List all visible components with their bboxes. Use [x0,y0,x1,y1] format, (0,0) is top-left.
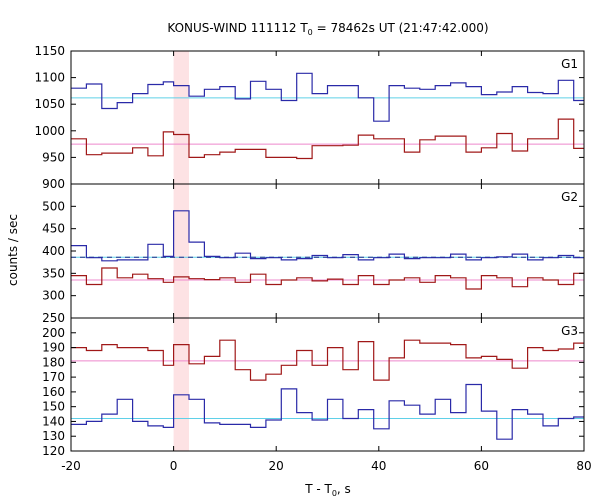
y-tick-label: 1100 [34,71,65,85]
y-tick-label: 190 [42,341,65,355]
panel-frame-g1 [70,50,585,185]
chart-title-rest: = 78462s UT (21:47:42.000) [313,21,489,35]
y-tick-label: 1050 [34,97,65,111]
series-line-g3-0 [71,383,584,440]
y-tick-label: 1000 [34,124,65,138]
x-axis-label: T - T0, s [304,482,351,498]
panel-label-g3: G3 [561,324,578,338]
y-tick-label: 1150 [34,44,65,58]
x-axis-label-main: T - T [304,482,332,496]
y-tick-label: 140 [42,414,65,428]
y-tick-label: 150 [42,400,65,414]
chart-title-subscript: 0 [308,28,313,37]
y-tick-label: 200 [42,326,65,340]
x-tick-label: 60 [474,459,489,473]
chart-title: KONUS-WIND 111112 T0 = 78462s UT (21:47:… [167,21,488,37]
panel-g3 [71,339,584,440]
y-tick-label: 160 [42,385,65,399]
x-axis-label-rest: , s [337,482,351,496]
y-tick-label: 300 [42,289,65,303]
y-axis-label: counts / sec [6,214,20,286]
y-tick-label: 500 [42,199,65,213]
x-axis-label-subscript: 0 [332,489,337,498]
series-line-g1-1 [71,118,584,160]
y-tick-label: 130 [42,429,65,443]
x-tick-label: 40 [371,459,386,473]
y-tick-label: 250 [42,311,65,325]
panel-g1 [71,72,584,160]
y-tick-label: 180 [42,355,65,369]
highlight-interval-band [173,51,189,451]
panel-g2 [71,210,584,290]
series-line-g2-1 [71,267,584,290]
x-tick-label: 80 [576,459,591,473]
y-tick-label: 120 [42,444,65,458]
series-line-g3-1 [71,339,584,381]
series-line-g2-0 [71,210,584,262]
chart-title-main: KONUS-WIND 111112 T [167,21,308,35]
panel-label-g1: G1 [561,57,578,71]
panel-label-g2: G2 [561,190,578,204]
x-tick-label: -20 [61,459,81,473]
y-tick-label: 900 [42,177,65,191]
y-tick-label: 400 [42,244,65,258]
series-line-g1-0 [71,72,584,122]
y-tick-label: 950 [42,150,65,164]
x-tick-label: 20 [269,459,284,473]
y-tick-label: 170 [42,370,65,384]
plot-area: 9009501000105011001150G12503003504004505… [34,44,591,473]
panel-frame-g3 [70,317,585,452]
y-tick-label: 350 [42,266,65,280]
y-tick-label: 450 [42,222,65,236]
x-tick-label: 0 [170,459,178,473]
